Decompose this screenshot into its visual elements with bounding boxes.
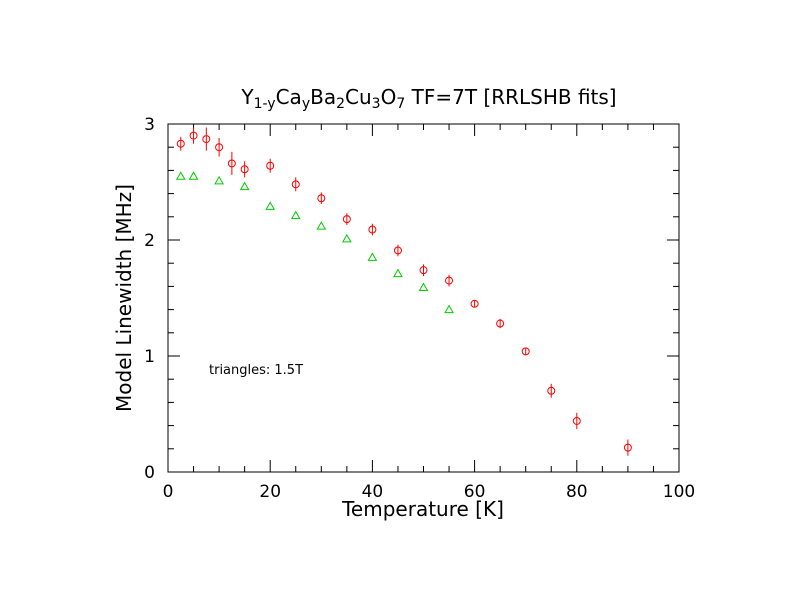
- y-tick-label: 2: [144, 231, 155, 251]
- series-triangle: [175, 171, 454, 314]
- title-part: 2: [336, 96, 345, 112]
- data-point-triangle: [214, 175, 224, 185]
- title-part: Y: [240, 85, 254, 109]
- data-point-triangle: [444, 304, 454, 314]
- tick-labels: 0 20 40 60 80 100 0 1 2 3: [144, 115, 695, 502]
- data-point-triangle: [290, 210, 301, 220]
- x-tick-label: 0: [163, 482, 174, 502]
- data-point-circle: [227, 159, 236, 168]
- data-point-circle: [176, 139, 185, 148]
- x-tick-label: 80: [566, 482, 588, 502]
- data-point-circle: [393, 246, 402, 255]
- title-part: 3: [372, 96, 381, 112]
- title-part: 1-y: [254, 96, 276, 112]
- data-point-circle: [317, 194, 326, 203]
- data-point-circle: [202, 135, 211, 144]
- data-point-circle: [572, 416, 581, 425]
- title-part: Ca: [276, 85, 302, 109]
- data-point-circle: [419, 266, 428, 275]
- data-point-triangle: [188, 171, 199, 180]
- y-tick-label: 3: [144, 115, 155, 135]
- y-tick-label: 0: [144, 463, 155, 483]
- data-point-circle: [445, 276, 454, 285]
- data-point-triangle: [316, 221, 327, 230]
- x-tick-label: 100: [663, 482, 695, 502]
- data-point-triangle: [265, 201, 276, 210]
- data-point-triangle: [418, 282, 429, 292]
- series-layer: [175, 127, 632, 456]
- data-point-circle: [240, 165, 249, 174]
- data-point-circle: [342, 215, 351, 224]
- title-part: y: [302, 96, 310, 112]
- chart-title: Y1-yCayBa2Cu3O7 TF=7T [RRLSHB fits]: [240, 85, 616, 112]
- data-point-circle: [266, 161, 275, 170]
- data-point-circle: [189, 131, 198, 140]
- data-point-triangle: [341, 233, 352, 243]
- series-circle: [176, 127, 632, 456]
- data-point-circle: [470, 299, 479, 308]
- data-point-circle: [521, 347, 530, 356]
- data-point-circle: [291, 180, 300, 189]
- data-point-circle: [215, 143, 224, 152]
- x-axis-label: Temperature [K]: [341, 497, 504, 521]
- x-tick-label: 20: [259, 482, 281, 502]
- data-point-triangle: [393, 268, 403, 278]
- title-part: 7: [396, 96, 405, 112]
- data-point-circle: [623, 443, 632, 452]
- data-point-circle: [496, 319, 505, 328]
- x-tick-label: 40: [362, 482, 384, 502]
- title-part: Ba: [310, 85, 336, 109]
- data-point-triangle: [367, 252, 378, 261]
- title-part: Cu: [345, 85, 372, 109]
- title-part: O: [381, 85, 397, 109]
- title-part: TF=7T [RRLSHB fits]: [405, 85, 616, 109]
- data-point-circle: [547, 386, 556, 395]
- data-point-circle: [368, 225, 377, 234]
- x-tick-label: 60: [464, 482, 486, 502]
- annotation-triangles-field: triangles: 1.5T: [209, 363, 303, 378]
- y-axis-label: Model Linewidth [MHz]: [112, 184, 136, 412]
- data-point-triangle: [175, 171, 186, 180]
- y-tick-label: 1: [144, 347, 155, 367]
- data-point-triangle: [239, 181, 250, 191]
